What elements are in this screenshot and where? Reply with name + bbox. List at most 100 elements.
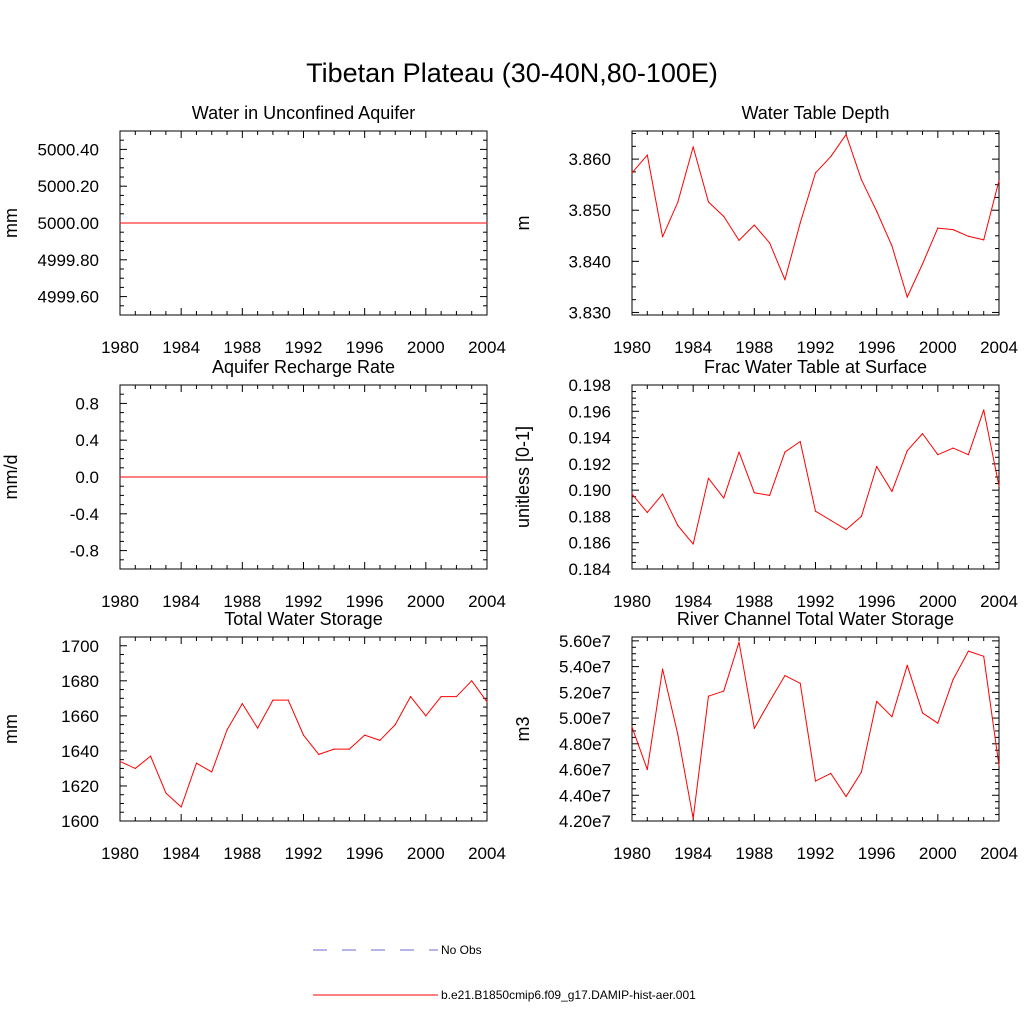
y-tick-label: 4.40e7 (559, 786, 611, 805)
x-tick-label: 1988 (735, 844, 773, 863)
data-point (921, 263, 924, 265)
data-point (784, 675, 786, 677)
y-tick-label: 1620 (61, 777, 99, 796)
x-tick-label: 1996 (858, 844, 896, 863)
data-point (379, 739, 381, 741)
data-point (891, 245, 893, 247)
data-point (631, 172, 633, 174)
x-tick-label: 1984 (674, 592, 712, 611)
panel-title: Water in Unconfined Aquifer (192, 103, 415, 123)
data-point (952, 678, 954, 681)
x-tick-label: 1984 (674, 844, 712, 863)
data-point (486, 701, 488, 703)
y-tick-label: -0.4 (70, 505, 99, 524)
data-point (952, 229, 954, 231)
x-tick-label: 2000 (407, 592, 445, 611)
data-point (906, 296, 908, 298)
data-point (738, 451, 740, 453)
y-tick-label: 0.8 (75, 394, 99, 413)
data-point (967, 235, 970, 237)
x-tick-label: 1996 (346, 592, 384, 611)
data-point (631, 726, 633, 728)
x-tick-label: 2004 (980, 338, 1018, 357)
x-tick-label: 1988 (223, 592, 261, 611)
x-tick-label: 2000 (919, 844, 957, 863)
data-point (814, 780, 817, 782)
y-tick-label: 0.192 (568, 455, 611, 474)
data-point (180, 806, 182, 808)
y-tick-label: 5.20e7 (559, 683, 611, 702)
data-point (287, 699, 289, 701)
x-tick-label: 1984 (674, 338, 712, 357)
data-point (784, 279, 786, 281)
panel-title: Total Water Storage (224, 609, 382, 629)
data-point (952, 447, 954, 449)
x-tick-label: 1980 (613, 338, 651, 357)
x-tick-label: 1992 (285, 338, 323, 357)
data-point (967, 454, 970, 456)
data-point (753, 727, 755, 729)
y-tick-label: 5.60e7 (559, 632, 611, 651)
y-tick-label: 0.198 (568, 376, 611, 395)
data-point (486, 222, 488, 224)
data-point (845, 795, 847, 798)
data-point (165, 792, 167, 794)
y-tick-label: 5000.20 (38, 177, 99, 196)
data-point (302, 734, 305, 736)
data-point (272, 699, 274, 701)
data-point (799, 222, 801, 224)
y-tick-label: 0.188 (568, 507, 611, 526)
data-point (998, 179, 1000, 182)
data-point (723, 497, 725, 499)
data-point (134, 767, 136, 770)
data-point (318, 753, 320, 756)
data-point (631, 493, 633, 495)
x-tick-label: 1992 (285, 844, 323, 863)
y-axis-label: mm/d (1, 455, 21, 500)
x-tick-label: 1988 (223, 844, 261, 863)
data-point (646, 154, 648, 156)
data-point (707, 201, 710, 203)
y-tick-label: 3.840 (568, 252, 611, 271)
data-point (661, 668, 664, 670)
data-point (967, 650, 970, 652)
data-point (455, 695, 458, 698)
data-point (906, 450, 908, 452)
data-point (486, 476, 488, 478)
data-point (226, 729, 228, 731)
data-point (723, 215, 725, 217)
x-tick-label: 2004 (980, 592, 1018, 611)
y-tick-label: 1640 (61, 742, 99, 761)
x-tick-label: 1984 (162, 338, 200, 357)
panel-5: Total Water Storage mm 1980 1984 1988 1992 199… (1, 609, 506, 863)
x-tick-label: 2000 (407, 338, 445, 357)
x-tick-label: 1992 (797, 338, 835, 357)
data-point (860, 178, 862, 181)
data-point (723, 690, 725, 692)
data-point (119, 222, 121, 224)
y-tick-label: 1600 (61, 812, 99, 831)
y-tick-label: 5000.40 (38, 140, 99, 159)
data-point (394, 724, 396, 726)
y-tick-label: 0.194 (568, 429, 611, 448)
y-tick-label: 0.0 (75, 468, 99, 487)
data-point (998, 485, 1000, 487)
data-point (211, 771, 213, 773)
data-point (753, 224, 755, 226)
series-line (119, 680, 488, 808)
x-tick-label: 1992 (797, 844, 835, 863)
x-tick-label: 1988 (735, 592, 773, 611)
y-tick-label: 4999.80 (38, 251, 99, 270)
x-tick-label: 1992 (797, 592, 835, 611)
x-tick-label: 1996 (858, 338, 896, 357)
x-tick-label: 1996 (346, 844, 384, 863)
data-point (906, 664, 908, 666)
panel-4: Frac Water Table at Surface unitless [0-1… (513, 357, 1018, 611)
data-point (364, 734, 366, 736)
data-point (257, 727, 259, 729)
data-point (119, 476, 121, 478)
data-point (333, 748, 335, 750)
data-point (241, 702, 243, 705)
series-line (631, 409, 1000, 545)
